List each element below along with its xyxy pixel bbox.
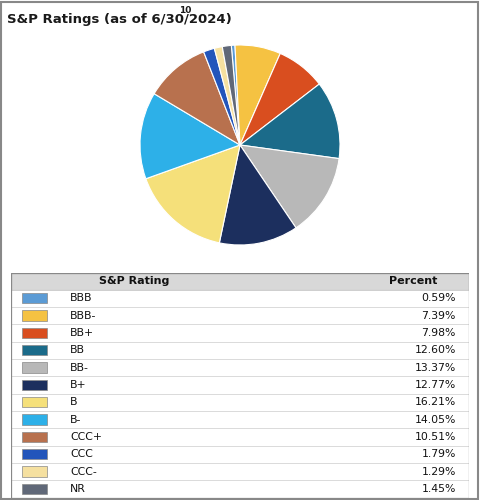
Text: 0.59%: 0.59% [421, 293, 456, 303]
Text: B+: B+ [70, 380, 87, 390]
Text: 16.21%: 16.21% [414, 397, 456, 407]
Bar [22, 310, 47, 320]
Wedge shape [240, 84, 340, 158]
Bar [11, 272, 469, 289]
Bar [11, 342, 469, 359]
Text: 10: 10 [179, 6, 192, 15]
Bar [22, 414, 47, 424]
Bar [22, 449, 47, 460]
Wedge shape [222, 46, 240, 145]
Text: BBB-: BBB- [70, 310, 96, 320]
Text: BBB: BBB [70, 293, 93, 303]
Wedge shape [231, 45, 240, 145]
Text: 12.60%: 12.60% [414, 345, 456, 355]
Text: BB-: BB- [70, 362, 89, 372]
Text: CCC-: CCC- [70, 466, 97, 476]
Text: S&P Ratings (as of 6/30/2024): S&P Ratings (as of 6/30/2024) [7, 14, 232, 26]
Text: B: B [70, 397, 78, 407]
Bar [22, 328, 47, 338]
Text: 12.77%: 12.77% [414, 380, 456, 390]
Text: 14.05%: 14.05% [414, 414, 456, 424]
Bar [11, 446, 469, 463]
Bar [22, 380, 47, 390]
Bar [22, 432, 47, 442]
Bar [11, 359, 469, 376]
Bar [22, 397, 47, 407]
Bar [22, 466, 47, 476]
Bar [11, 307, 469, 324]
Text: BB+: BB+ [70, 328, 95, 338]
Text: 7.98%: 7.98% [421, 328, 456, 338]
Bar [22, 345, 47, 356]
Bar [11, 411, 469, 428]
Wedge shape [154, 52, 240, 145]
Wedge shape [240, 54, 319, 145]
Wedge shape [146, 145, 240, 243]
Bar [11, 428, 469, 446]
Text: 10.51%: 10.51% [414, 432, 456, 442]
Text: 7.39%: 7.39% [421, 310, 456, 320]
Text: 1.79%: 1.79% [421, 449, 456, 459]
Wedge shape [140, 94, 240, 178]
Bar [11, 394, 469, 411]
Bar [11, 463, 469, 480]
Text: S&P Rating: S&P Rating [99, 276, 169, 286]
Bar [22, 362, 47, 372]
Wedge shape [219, 145, 296, 245]
Text: 13.37%: 13.37% [414, 362, 456, 372]
Wedge shape [240, 145, 339, 228]
Text: B-: B- [70, 414, 82, 424]
Text: Percent: Percent [389, 276, 437, 286]
Bar [11, 480, 469, 498]
Bar [11, 324, 469, 342]
Wedge shape [235, 45, 280, 145]
Wedge shape [204, 48, 240, 145]
Text: BB: BB [70, 345, 85, 355]
Text: 1.45%: 1.45% [421, 484, 456, 494]
Text: NR: NR [70, 484, 86, 494]
Bar [11, 290, 469, 307]
Text: CCC+: CCC+ [70, 432, 102, 442]
Text: 1.29%: 1.29% [421, 466, 456, 476]
Bar [11, 376, 469, 394]
Bar [22, 293, 47, 304]
Bar [22, 484, 47, 494]
Wedge shape [215, 46, 240, 145]
Text: CCC: CCC [70, 449, 93, 459]
